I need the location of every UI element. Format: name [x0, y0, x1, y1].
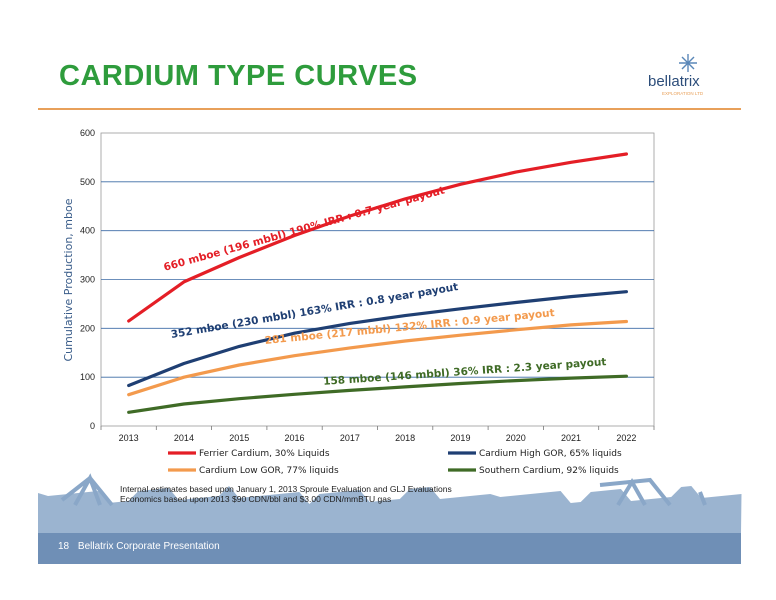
y-tick-label: 400: [80, 226, 95, 236]
logo-subtext: EXPLORATION LTD: [662, 91, 704, 96]
y-tick-label: 200: [80, 323, 95, 333]
oilfield-skyline-decoration: [38, 473, 742, 533]
series-line: [127, 374, 629, 414]
x-axis-ticks: 2013 2014 2015 2016 2017 2018 2019 2020 2021 2022: [100, 426, 655, 443]
title-divider: [38, 108, 741, 110]
y-tick-label: 0: [90, 421, 95, 431]
y-tick-label: 500: [80, 177, 95, 187]
pumpjack-icon: [60, 473, 114, 507]
page-title: CARDIUM TYPE CURVES: [59, 60, 418, 92]
series-line: [127, 152, 629, 323]
logo-wordmark: bellatrix: [648, 73, 700, 90]
footer-label: Bellatrix Corporate Presentation: [77, 541, 220, 552]
company-logo: bellatrix EXPLORATION LTD: [648, 54, 704, 96]
x-tick-label: 2017: [340, 433, 360, 443]
y-axis-label: Cumulative Production, mboe: [62, 198, 75, 361]
star-icon: [679, 54, 697, 72]
y-axis-ticks: 0 100 200 300 400 500 600: [80, 128, 95, 431]
treeline-shape: [38, 486, 742, 533]
x-tick-label: 2013: [119, 433, 139, 443]
y-tick-label: 300: [80, 275, 95, 285]
page-number: 18: [58, 541, 70, 552]
footnote-line: Internal estimates based upon January 1,…: [120, 484, 452, 494]
series-line: [127, 290, 629, 388]
x-tick-label: 2020: [506, 433, 526, 443]
x-tick-label: 2015: [229, 433, 249, 443]
x-tick-label: 2016: [285, 433, 305, 443]
x-tick-label: 2019: [450, 433, 470, 443]
y-tick-label: 100: [80, 372, 95, 382]
pumpjack-icon: [599, 477, 707, 507]
x-tick-label: 2022: [616, 433, 636, 443]
x-tick-label: 2014: [174, 433, 194, 443]
series-lines: [127, 152, 629, 414]
legend-entry: Ferrier Cardium, 30% Liquids: [199, 449, 330, 459]
legend-entry: Southern Cardium, 92% liquids: [479, 466, 619, 476]
footnote-line: Economics based upon 2013 $90 CDN/bbl an…: [120, 494, 392, 504]
footnotes: Internal estimates based upon January 1,…: [120, 484, 452, 504]
footer: 18 Bellatrix Corporate Presentation: [58, 541, 220, 552]
series-line: [127, 319, 629, 397]
footer-band: [38, 533, 741, 564]
legend-entry: Cardium Low GOR, 77% liquids: [199, 466, 339, 476]
x-tick-label: 2021: [561, 433, 581, 443]
legend: Ferrier Cardium, 30% Liquids Cardium High…: [168, 449, 622, 476]
y-tick-label: 600: [80, 128, 95, 138]
legend-entry: Cardium High GOR, 65% liquids: [479, 449, 622, 459]
x-tick-label: 2018: [395, 433, 415, 443]
